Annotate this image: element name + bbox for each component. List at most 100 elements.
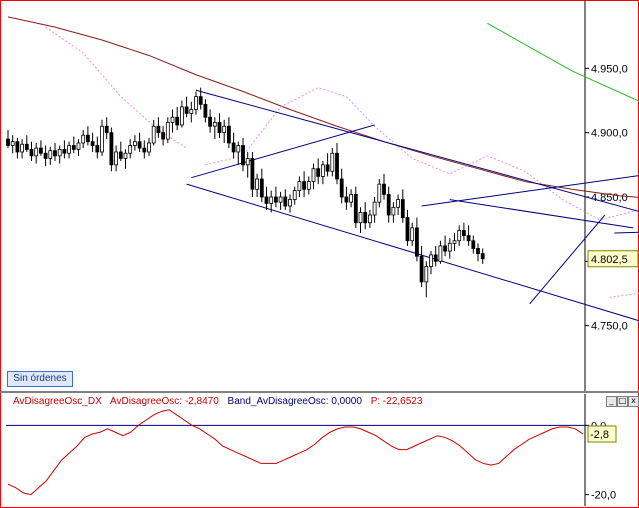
candle-body[interactable] bbox=[278, 196, 283, 203]
candle-body[interactable] bbox=[104, 125, 109, 134]
candle-body[interactable] bbox=[382, 183, 386, 195]
candle-body[interactable] bbox=[419, 255, 424, 283]
candle-body[interactable] bbox=[438, 245, 443, 262]
restore-button[interactable]: □ bbox=[617, 396, 628, 407]
candle-body[interactable] bbox=[414, 227, 419, 257]
candle-body[interactable] bbox=[236, 145, 241, 153]
candle-body[interactable] bbox=[391, 206, 396, 216]
candle-body[interactable] bbox=[118, 151, 123, 159]
candle-body[interactable] bbox=[123, 152, 128, 159]
trend-line[interactable] bbox=[186, 183, 639, 336]
candle-body[interactable] bbox=[147, 142, 151, 153]
candle-body[interactable] bbox=[179, 106, 184, 126]
candle-body[interactable] bbox=[203, 103, 208, 118]
candle-body[interactable] bbox=[292, 190, 297, 200]
candle-body[interactable] bbox=[297, 181, 302, 191]
candle-body[interactable] bbox=[53, 150, 57, 157]
candle-body[interactable] bbox=[67, 145, 71, 154]
candle-body[interactable] bbox=[175, 116, 180, 126]
oscillator-line[interactable] bbox=[7, 409, 584, 496]
candle-body[interactable] bbox=[250, 157, 255, 190]
trend-line[interactable] bbox=[191, 124, 375, 179]
candle-body[interactable] bbox=[208, 116, 213, 127]
candle-body[interactable] bbox=[189, 109, 194, 114]
candle-body[interactable] bbox=[222, 125, 227, 134]
candle-body[interactable] bbox=[90, 141, 95, 146]
candle-body[interactable] bbox=[396, 199, 401, 208]
candle-body[interactable] bbox=[335, 152, 339, 180]
candle-body[interactable] bbox=[194, 96, 198, 110]
candle-body[interactable] bbox=[452, 240, 457, 244]
candle-body[interactable] bbox=[231, 142, 236, 153]
candle-body[interactable] bbox=[461, 230, 466, 237]
candle-body[interactable] bbox=[137, 141, 142, 149]
candle-body[interactable] bbox=[217, 121, 222, 134]
candle-body[interactable] bbox=[339, 178, 344, 198]
candle-body[interactable] bbox=[76, 142, 81, 150]
candle-body[interactable] bbox=[57, 148, 62, 157]
candle-body[interactable] bbox=[353, 194, 358, 224]
candle-body[interactable] bbox=[386, 194, 391, 216]
candle-body[interactable] bbox=[259, 178, 264, 198]
candle-body[interactable] bbox=[81, 134, 86, 144]
candle-body[interactable] bbox=[34, 147, 39, 157]
candle-body[interactable] bbox=[320, 164, 325, 177]
candle-body[interactable] bbox=[71, 145, 76, 150]
candle-body[interactable] bbox=[288, 199, 292, 207]
candle-body[interactable] bbox=[367, 214, 372, 224]
candle-body[interactable] bbox=[48, 150, 53, 159]
candle-body[interactable] bbox=[372, 201, 377, 216]
candle-body[interactable] bbox=[330, 152, 335, 172]
candle-body[interactable] bbox=[306, 181, 311, 190]
trend-line[interactable] bbox=[195, 89, 639, 229]
candle-body[interactable] bbox=[325, 164, 330, 172]
trend-line[interactable] bbox=[529, 214, 606, 305]
oscillator-plot-area[interactable]: 0,0-20,0-2,8 bbox=[6, 394, 617, 506]
candle-body[interactable] bbox=[43, 152, 48, 159]
candle-body[interactable] bbox=[316, 168, 321, 177]
candle-body[interactable] bbox=[471, 240, 476, 249]
trend-line[interactable] bbox=[449, 199, 634, 229]
candle-body[interactable] bbox=[405, 217, 410, 242]
trend-line[interactable] bbox=[614, 229, 639, 234]
candle-body[interactable] bbox=[466, 235, 471, 242]
candle-body[interactable] bbox=[114, 151, 118, 166]
order-status-badge[interactable]: Sin órdenes bbox=[7, 371, 73, 387]
candle-body[interactable] bbox=[433, 254, 438, 262]
candle-body[interactable] bbox=[62, 148, 67, 154]
candle-body[interactable] bbox=[161, 132, 166, 140]
candle-body[interactable] bbox=[349, 194, 354, 203]
candle-body[interactable] bbox=[142, 147, 147, 153]
candle-body[interactable] bbox=[95, 145, 100, 153]
candle-body[interactable] bbox=[400, 199, 405, 218]
candle-body[interactable] bbox=[269, 196, 274, 204]
candle-body[interactable] bbox=[15, 141, 20, 153]
candle-body[interactable] bbox=[29, 148, 34, 157]
candle-body[interactable] bbox=[410, 227, 415, 242]
candle-body[interactable] bbox=[100, 125, 104, 153]
candle-body[interactable] bbox=[165, 121, 170, 140]
candle-body[interactable] bbox=[443, 245, 448, 252]
minimize-button[interactable]: _ bbox=[606, 396, 617, 407]
candle-body[interactable] bbox=[358, 212, 363, 224]
candle-body[interactable] bbox=[480, 253, 485, 260]
candle-body[interactable] bbox=[198, 96, 203, 105]
candle-body[interactable] bbox=[86, 134, 90, 143]
close-button[interactable]: x bbox=[628, 396, 639, 407]
candle-body[interactable] bbox=[156, 125, 161, 134]
candle-body[interactable] bbox=[128, 145, 133, 154]
candle-body[interactable] bbox=[363, 212, 368, 224]
candle-body[interactable] bbox=[24, 143, 29, 150]
candle-body[interactable] bbox=[273, 196, 278, 203]
candle-body[interactable] bbox=[132, 141, 137, 146]
candle-body[interactable] bbox=[264, 196, 269, 204]
candle-body[interactable] bbox=[226, 125, 231, 144]
candle-body[interactable] bbox=[109, 132, 114, 166]
candle-body[interactable] bbox=[283, 196, 288, 207]
candle-body[interactable] bbox=[457, 230, 462, 242]
candle-body[interactable] bbox=[302, 181, 307, 190]
candle-body[interactable] bbox=[377, 183, 382, 203]
candle-body[interactable] bbox=[6, 138, 10, 146]
candle-body[interactable] bbox=[447, 242, 452, 252]
candle-body[interactable] bbox=[151, 125, 156, 144]
